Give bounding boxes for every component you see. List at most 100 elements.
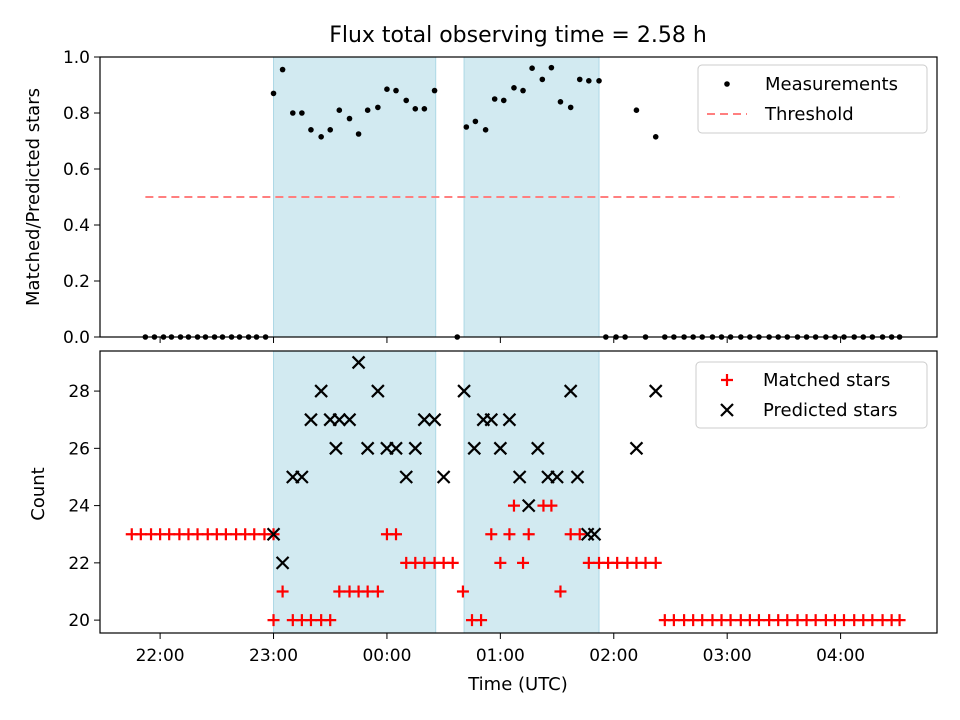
x-tick-label: 02:00 bbox=[589, 646, 638, 666]
top-y-tick-label: 0.4 bbox=[63, 216, 90, 236]
measurement-point bbox=[482, 127, 489, 133]
predicted-star-marker bbox=[332, 412, 347, 427]
predicted-star-marker bbox=[493, 441, 508, 456]
predicted-star-marker bbox=[484, 412, 499, 427]
x-tick-label: 00:00 bbox=[362, 646, 411, 666]
top-panel: 0.0 0.2 0.4 0.6 0.8 1.0 Matched/Predicted sta… bbox=[23, 48, 938, 348]
bottom-window-1 bbox=[463, 350, 600, 634]
matched-star-marker bbox=[507, 499, 520, 512]
predicted-star-marker bbox=[417, 412, 432, 427]
top-axes-frame bbox=[99, 56, 938, 338]
matched-stars-markers bbox=[125, 499, 906, 627]
matched-star-marker bbox=[191, 528, 204, 541]
predicted-star-marker bbox=[408, 441, 423, 456]
predicted-star-marker bbox=[314, 384, 328, 398]
matched-star-marker bbox=[809, 614, 822, 627]
matched-star-marker bbox=[517, 556, 530, 569]
matched-star-marker bbox=[503, 528, 516, 541]
legend-measurement-marker bbox=[724, 81, 730, 87]
bottom-axes-frame bbox=[99, 350, 938, 634]
matched-star-marker bbox=[390, 528, 403, 541]
matched-star-marker bbox=[163, 528, 176, 541]
predicted-star-marker bbox=[329, 441, 343, 456]
predicted-star-marker bbox=[266, 527, 281, 542]
matched-star-marker bbox=[838, 614, 850, 627]
matched-star-marker bbox=[545, 499, 558, 512]
matched-star-marker bbox=[134, 528, 147, 541]
bottom-x-ticks: 22:00 23:00 00:00 01:00 02:00 03:00 04:00 bbox=[136, 633, 865, 666]
predicted-star-marker bbox=[563, 384, 578, 398]
legend-matched-label: Matched stars bbox=[763, 370, 890, 391]
predicted-star-marker bbox=[521, 498, 536, 513]
bottom-y-ticks: 20 22 24 26 28 bbox=[68, 382, 100, 631]
bottom-y-tick-label: 20 bbox=[68, 611, 90, 631]
bottom-legend-box bbox=[695, 361, 928, 429]
bottom-y-axis-label: Count bbox=[28, 467, 49, 520]
measurement-point bbox=[586, 78, 592, 84]
predicted-star-marker bbox=[467, 441, 482, 456]
predicted-star-marker bbox=[295, 470, 309, 484]
measurement-point bbox=[431, 87, 438, 94]
measurement-point bbox=[491, 96, 498, 102]
x-tick-label: 23:00 bbox=[249, 646, 298, 666]
legend-matched-marker bbox=[721, 374, 733, 386]
measurement-point bbox=[318, 134, 324, 140]
measurement-point bbox=[393, 87, 399, 94]
top-y-tick-label: 0.6 bbox=[63, 160, 90, 180]
measurement-point bbox=[327, 127, 334, 133]
predicted-star-marker bbox=[351, 355, 366, 370]
legend-predicted-marker bbox=[720, 403, 734, 417]
measurement-point bbox=[364, 107, 371, 113]
top-y-tick-label: 0.8 bbox=[63, 104, 90, 124]
predicted-star-marker bbox=[342, 412, 357, 427]
measurement-point bbox=[355, 131, 362, 137]
measurement-point bbox=[308, 127, 314, 133]
bottom-y-tick-label: 24 bbox=[68, 497, 90, 517]
measurement-point bbox=[421, 106, 428, 112]
bottom-y-tick-label: 28 bbox=[68, 382, 90, 402]
top-y-tick-label: 0.0 bbox=[63, 328, 90, 348]
measurement-point bbox=[548, 64, 555, 71]
x-axis-label: Time (UTC) bbox=[467, 674, 568, 695]
measurement-point bbox=[539, 76, 546, 83]
measurement-point bbox=[652, 134, 659, 140]
measurement-point bbox=[472, 118, 479, 125]
top-y-tick-label: 1.0 bbox=[63, 48, 90, 68]
matched-star-marker bbox=[781, 614, 794, 627]
predicted-star-marker bbox=[399, 470, 413, 484]
matched-star-marker bbox=[361, 585, 374, 598]
predicted-star-marker bbox=[436, 470, 451, 484]
x-tick-label: 22:00 bbox=[136, 646, 185, 666]
top-y-tick-label: 0.2 bbox=[63, 272, 90, 292]
matched-star-marker bbox=[475, 614, 488, 627]
measurement-point bbox=[500, 97, 507, 104]
matched-star-marker bbox=[649, 556, 662, 569]
bottom-observing-windows bbox=[273, 350, 600, 634]
predicted-star-marker bbox=[587, 527, 602, 542]
predicted-star-marker bbox=[629, 441, 644, 456]
measurement-point bbox=[299, 110, 305, 116]
matched-star-marker bbox=[304, 614, 317, 627]
bottom-legend: Matched stars Predicted stars bbox=[695, 361, 928, 429]
matched-star-marker bbox=[522, 528, 535, 541]
top-x-ticks bbox=[159, 337, 842, 343]
matched-star-marker bbox=[371, 585, 384, 598]
matched-star-marker bbox=[667, 614, 680, 627]
matched-star-marker bbox=[219, 528, 232, 541]
predicted-star-marker bbox=[531, 441, 545, 456]
predicted-star-marker bbox=[427, 412, 442, 427]
predicted-stars-markers bbox=[266, 355, 663, 570]
top-y-axis-label: Matched/Predicted stars bbox=[23, 88, 44, 306]
bottom-window-0 bbox=[273, 350, 437, 634]
top-legend-box bbox=[697, 64, 928, 134]
measurement-point bbox=[336, 107, 343, 113]
matched-star-marker bbox=[866, 614, 879, 627]
measurement-point bbox=[596, 78, 602, 84]
measurement-point bbox=[375, 104, 381, 111]
measurement-point bbox=[279, 66, 286, 73]
matched-star-marker bbox=[446, 556, 459, 569]
matched-star-marker bbox=[639, 556, 652, 569]
measurement-point bbox=[633, 107, 640, 113]
measurement-point bbox=[384, 86, 390, 92]
